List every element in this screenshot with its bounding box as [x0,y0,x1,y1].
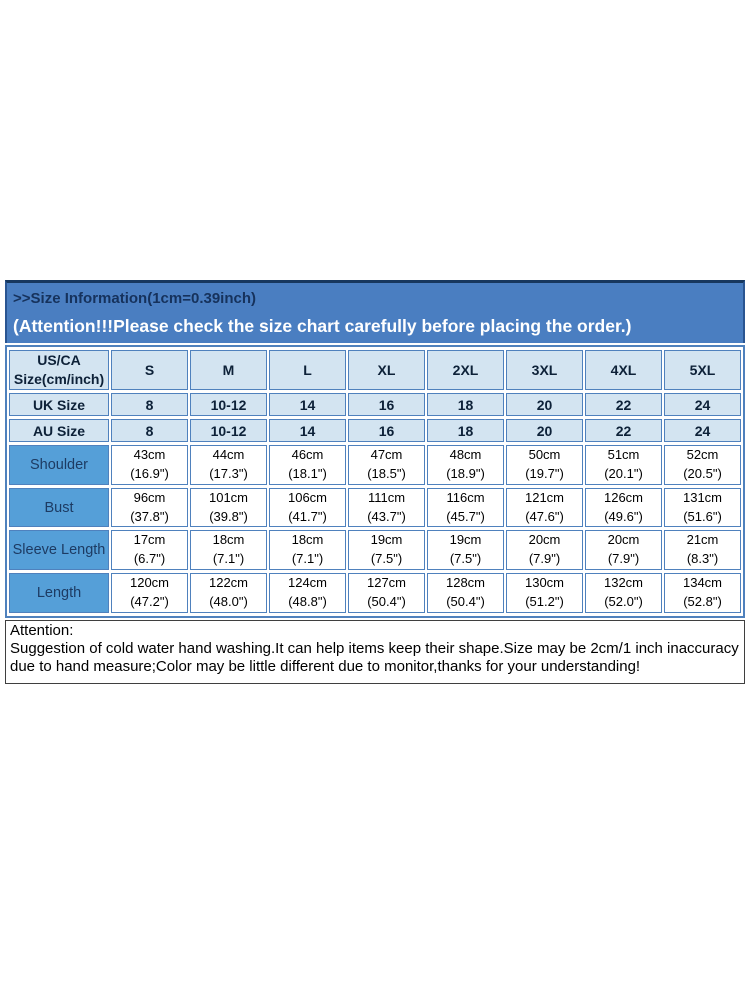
corner-header-cell: US/CA Size(cm/inch) [9,350,109,390]
measure-cell: 126cm (49.6") [585,487,662,528]
attention-text: Suggestion of cold water hand washing.It… [10,640,739,676]
measure-cell: 20cm (7.9") [506,530,583,571]
row-label-bust: Bust [9,487,109,528]
size-cell: 22 [585,419,662,442]
measure-cell: 122cm (48.0") [190,573,267,613]
size-cell: 10-12 [190,419,267,442]
measure-cell: 106cm (41.7") [269,487,346,528]
row-label-shoulder: Shoulder [9,445,109,485]
size-column-header: 4XL [585,350,662,390]
size-column-header: S [111,350,188,390]
measure-cell: 134cm (52.8") [664,573,741,613]
size-cell: 18 [427,393,504,416]
size-cell: 14 [269,419,346,442]
table-row: Bust 96cm (37.8") 101cm (39.8") 106cm (4… [9,487,741,528]
measure-cell: 19cm (7.5") [348,530,425,571]
size-column-header: 2XL [427,350,504,390]
measure-cell: 46cm (18.1") [269,445,346,485]
measure-cell: 43cm (16.9") [111,445,188,485]
table-row: UK Size 8 10-12 14 16 18 20 22 24 [9,393,741,416]
measure-cell: 51cm (20.1") [585,445,662,485]
size-cell: 24 [664,393,741,416]
measure-cell: 96cm (37.8") [111,487,188,528]
row-label-au-size: AU Size [9,419,109,442]
measure-cell: 18cm (7.1") [190,530,267,571]
size-chart-sheet: >>Size Information(1cm=0.39inch) (Attent… [5,280,745,684]
table-row: AU Size 8 10-12 14 16 18 20 22 24 [9,419,741,442]
size-column-header: M [190,350,267,390]
row-label-sleeve-length: Sleeve Length [9,530,109,571]
size-table: US/CA Size(cm/inch) S M L XL 2XL 3XL 4XL… [5,345,745,618]
size-column-header: XL [348,350,425,390]
measure-cell: 127cm (50.4") [348,573,425,613]
size-cell: 8 [111,393,188,416]
table-row: Length 120cm (47.2") 122cm (48.0") 124cm… [9,573,741,613]
size-info-subtitle: (Attention!!!Please check the size chart… [13,316,632,336]
measure-cell: 52cm (20.5") [664,445,741,485]
measure-cell: 120cm (47.2") [111,573,188,613]
measure-cell: 48cm (18.9") [427,445,504,485]
size-cell: 20 [506,393,583,416]
measure-cell: 20cm (7.9") [585,530,662,571]
size-cell: 24 [664,419,741,442]
table-row: Sleeve Length 17cm (6.7") 18cm (7.1") 18… [9,530,741,571]
size-cell: 10-12 [190,393,267,416]
attention-note-box: Attention: Suggestion of cold water hand… [5,619,745,684]
size-cell: 16 [348,393,425,416]
measure-cell: 21cm (8.3") [664,530,741,571]
measure-cell: 131cm (51.6") [664,487,741,528]
measure-cell: 44cm (17.3") [190,445,267,485]
size-cell: 8 [111,419,188,442]
measure-cell: 116cm (45.7") [427,487,504,528]
attention-label: Attention: [10,621,74,639]
size-info-banner: >>Size Information(1cm=0.39inch) (Attent… [5,280,745,343]
size-cell: 18 [427,419,504,442]
row-label-length: Length [9,573,109,613]
size-column-header: 3XL [506,350,583,390]
measure-cell: 132cm (52.0") [585,573,662,613]
measure-cell: 121cm (47.6") [506,487,583,528]
measure-cell: 130cm (51.2") [506,573,583,613]
size-cell: 14 [269,393,346,416]
measure-cell: 47cm (18.5") [348,445,425,485]
table-row: US/CA Size(cm/inch) S M L XL 2XL 3XL 4XL… [9,350,741,390]
measure-cell: 101cm (39.8") [190,487,267,528]
measure-cell: 128cm (50.4") [427,573,504,613]
measure-cell: 50cm (19.7") [506,445,583,485]
row-label-uk-size: UK Size [9,393,109,416]
size-cell: 22 [585,393,662,416]
size-column-header: L [269,350,346,390]
size-cell: 16 [348,419,425,442]
measure-cell: 124cm (48.8") [269,573,346,613]
size-cell: 20 [506,419,583,442]
size-column-header: 5XL [664,350,741,390]
table-row: Shoulder 43cm (16.9") 44cm (17.3") 46cm … [9,445,741,485]
measure-cell: 17cm (6.7") [111,530,188,571]
measure-cell: 18cm (7.1") [269,530,346,571]
measure-cell: 19cm (7.5") [427,530,504,571]
size-info-title: >>Size Information(1cm=0.39inch) [13,290,256,307]
measure-cell: 111cm (43.7") [348,487,425,528]
